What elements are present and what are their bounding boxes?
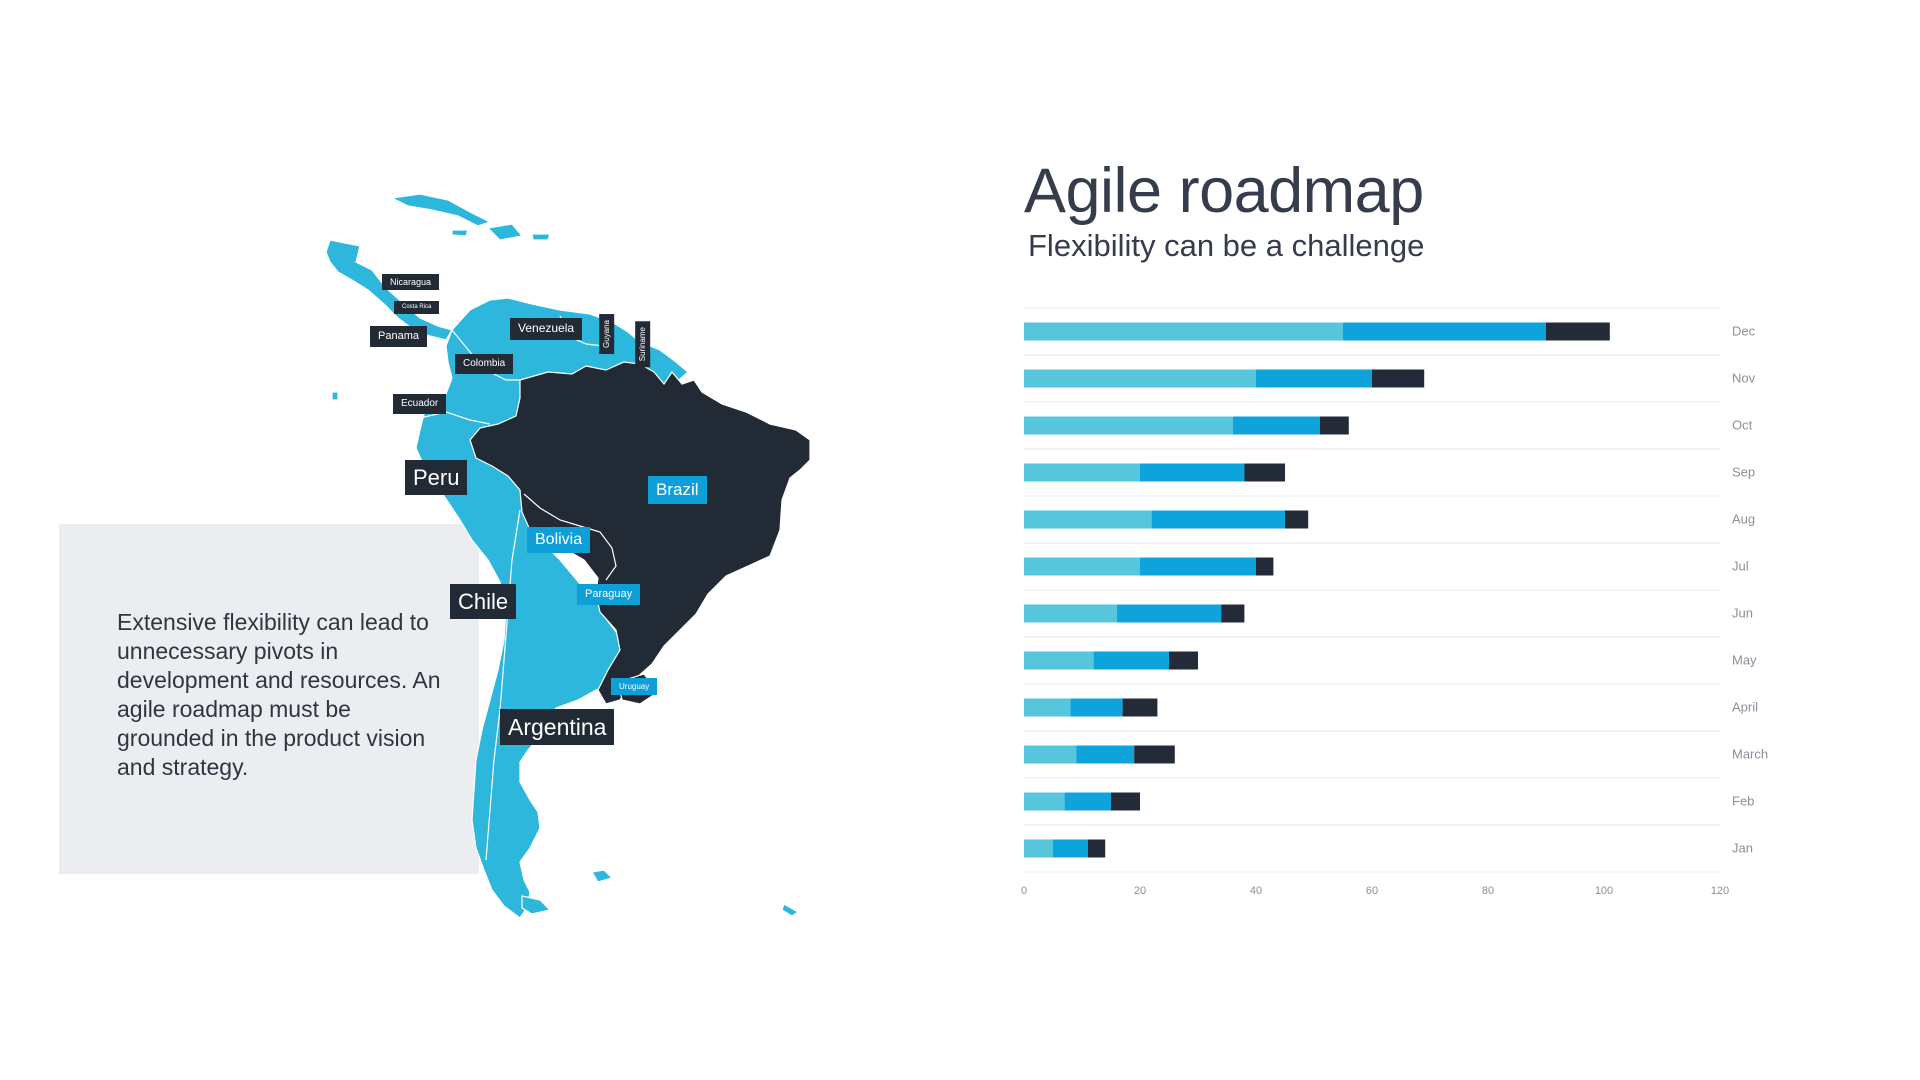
- category-label: April: [1732, 700, 1758, 715]
- category-label: March: [1732, 747, 1768, 762]
- info-text: Extensive flexibility can lead to unnece…: [117, 609, 441, 780]
- label-venezuela: Venezuela: [510, 318, 583, 340]
- bar-jan-series-1: [1024, 839, 1053, 858]
- bar-march-series-3: [1134, 745, 1175, 764]
- bar-jun-series-3: [1221, 604, 1245, 623]
- category-label: Dec: [1732, 324, 1756, 339]
- category-label: Oct: [1732, 418, 1753, 433]
- label-brazil: Brazil: [648, 476, 707, 504]
- bar-may-series-1: [1024, 651, 1094, 670]
- puerto-rico-shape: [531, 233, 551, 241]
- category-label: Aug: [1732, 512, 1755, 527]
- bar-feb-series-2: [1064, 792, 1111, 811]
- stacked-bar-chart: Jan Feb March April May Jun Jul Aug Sep Oct Nov Dec…: [1021, 307, 1768, 897]
- bar-may-series-2: [1093, 651, 1169, 670]
- bar-aug-series-1: [1024, 510, 1152, 529]
- label-panama: Panama: [370, 326, 427, 347]
- cuba-shape: [390, 193, 492, 227]
- bar-oct-series-2: [1232, 416, 1320, 435]
- label-chile: Chile: [450, 584, 517, 620]
- bar-nov-series-3: [1372, 369, 1425, 388]
- x-tick-label: 60: [1366, 885, 1378, 897]
- label-ecuador: Ecuador: [393, 394, 447, 414]
- x-tick-label: 120: [1711, 885, 1729, 897]
- south-georgia-shape: [781, 903, 800, 917]
- category-label: May: [1732, 653, 1757, 668]
- bar-jul-series-1: [1024, 557, 1140, 576]
- bar-jul-series-3: [1256, 557, 1274, 576]
- bar-dec-series-2: [1343, 322, 1546, 341]
- hispaniola-shape: [486, 223, 524, 241]
- bar-jun-series-2: [1116, 604, 1222, 623]
- tierra-del-fuego-shape: [521, 895, 552, 915]
- label-paraguay: Paraguay: [577, 584, 641, 605]
- category-label: Feb: [1732, 794, 1754, 809]
- bar-march-series-1: [1024, 745, 1077, 764]
- bar-jul-series-2: [1140, 557, 1256, 576]
- bar-oct-series-1: [1024, 416, 1233, 435]
- category-label: Jan: [1732, 841, 1753, 856]
- label-uruguay: Uruguay: [611, 678, 658, 696]
- bar-may-series-3: [1169, 651, 1198, 670]
- info-panel: [59, 524, 479, 874]
- x-tick-label: 80: [1482, 885, 1494, 897]
- bar-march-series-2: [1076, 745, 1135, 764]
- x-tick-label: 100: [1595, 885, 1613, 897]
- label-suriname: Suriname: [635, 321, 651, 368]
- label-peru: Peru: [405, 460, 468, 496]
- central-america-shape: [325, 239, 453, 341]
- bar-nov-series-1: [1024, 369, 1256, 388]
- bar-jan-series-2: [1053, 839, 1088, 858]
- brazil-shape: [469, 361, 811, 705]
- x-tick-label: 40: [1250, 885, 1262, 897]
- x-tick-label: 20: [1134, 885, 1146, 897]
- bar-april-series-2: [1070, 698, 1123, 717]
- label-costa-rica: Costa Rica: [394, 301, 440, 314]
- bar-nov-series-2: [1256, 369, 1372, 388]
- category-label: Nov: [1732, 371, 1756, 386]
- bar-jun-series-1: [1024, 604, 1117, 623]
- bar-april-series-3: [1122, 698, 1158, 717]
- x-tick-label: 0: [1021, 885, 1027, 897]
- slide-subtitle: Flexibility can be a challenge: [1028, 228, 1425, 263]
- label-colombia: Colombia: [455, 354, 514, 374]
- category-label: Jun: [1732, 606, 1753, 621]
- bar-aug-series-3: [1285, 510, 1309, 529]
- bar-sep-series-3: [1244, 463, 1285, 482]
- bar-feb-series-1: [1024, 792, 1065, 811]
- falklands-shape: [591, 869, 614, 883]
- bar-sep-series-1: [1024, 463, 1140, 482]
- slide-title: Agile roadmap: [1024, 156, 1424, 226]
- label-nicaragua: Nicaragua: [382, 274, 440, 291]
- jamaica-shape: [451, 229, 469, 237]
- bar-oct-series-3: [1319, 416, 1349, 435]
- category-label: Sep: [1732, 465, 1755, 480]
- bar-jan-series-3: [1087, 839, 1106, 858]
- bar-dec-series-3: [1546, 322, 1610, 341]
- bar-feb-series-3: [1111, 792, 1140, 811]
- category-label: Jul: [1732, 559, 1749, 574]
- bar-aug-series-2: [1151, 510, 1285, 529]
- label-bolivia: Bolivia: [527, 527, 591, 554]
- bar-sep-series-2: [1140, 463, 1245, 482]
- bar-dec-series-1: [1024, 322, 1343, 341]
- galapagos-shape: [331, 391, 339, 401]
- label-guyana: Guyana: [599, 314, 615, 355]
- label-argentina: Argentina: [500, 709, 615, 746]
- bar-april-series-1: [1024, 698, 1071, 717]
